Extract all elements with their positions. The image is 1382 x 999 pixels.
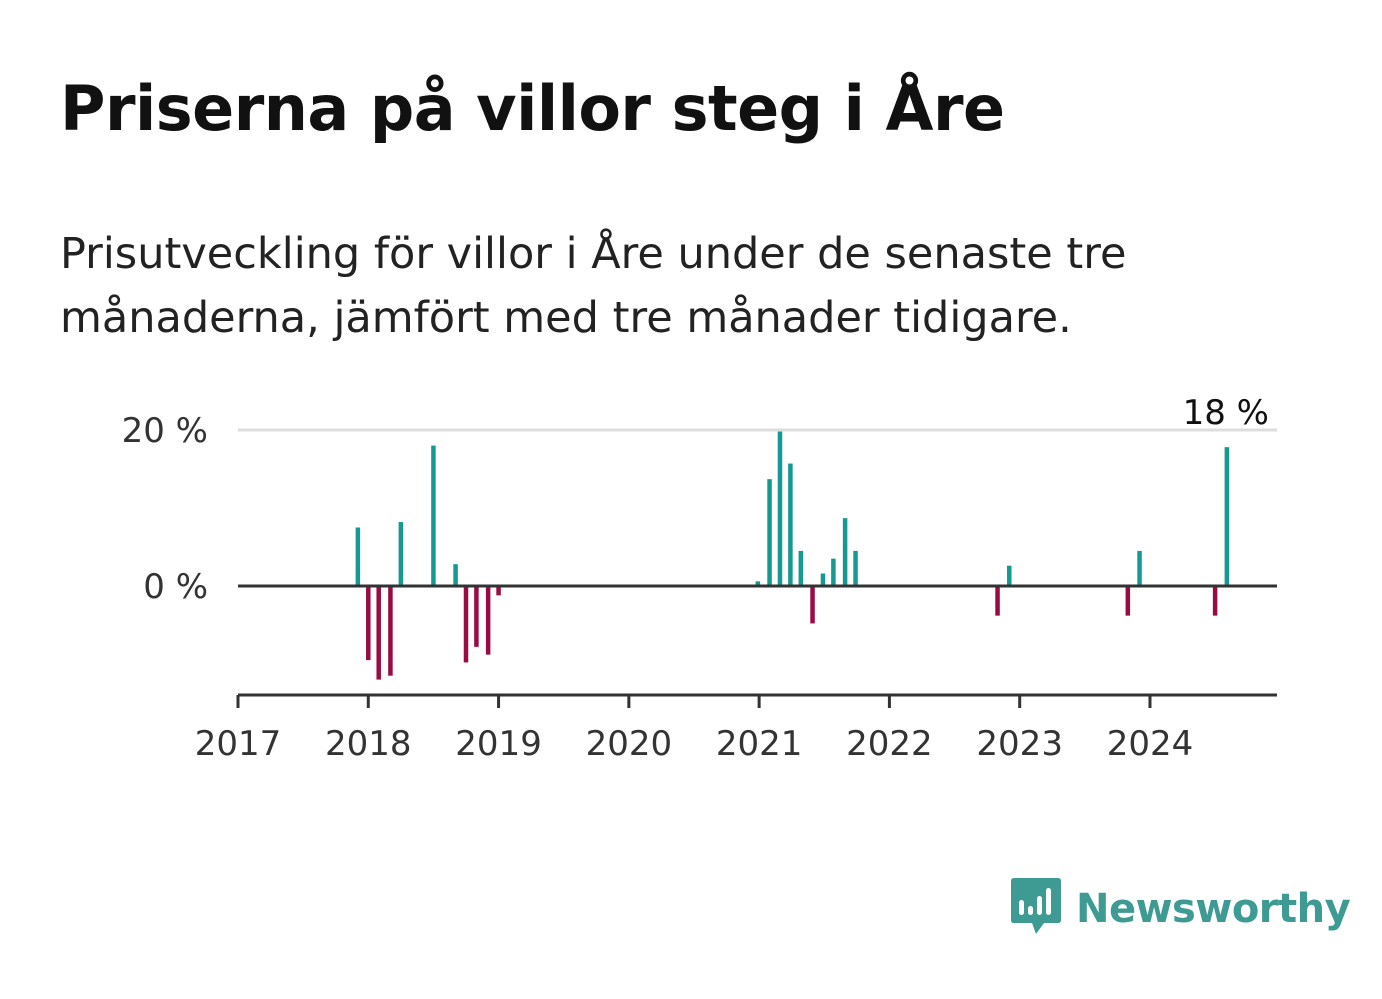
bar [820,573,826,586]
y-tick-label: 20 % [122,411,208,451]
bar [777,431,783,586]
bar [1224,447,1230,586]
bar [496,586,501,596]
bar [798,550,804,586]
x-tick-label: 2019 [455,724,542,764]
chart-subtitle: Prisutveckling för villor i Åre under de… [60,229,1127,343]
bar [1137,550,1142,586]
latest-value-label: 18 % [1183,393,1269,433]
bar [767,479,772,586]
newsworthy-logo-icon [1010,876,1062,942]
x-tick-label: 2018 [325,724,412,764]
bar [398,522,404,586]
bar [431,445,436,586]
x-tick-label: 2021 [716,724,803,764]
chart-title: Priserna på villor steg i Åre [60,72,1005,145]
bar [853,550,858,586]
x-tick-label: 2017 [195,724,282,764]
bar [1212,586,1218,616]
bar [474,586,479,647]
bar [376,586,381,680]
bar [1007,565,1012,586]
bar [463,586,469,663]
y-tick-label: 0 % [143,567,208,607]
x-tick-label: 2022 [846,724,933,764]
bar [366,586,371,661]
x-tick-label: 2024 [1107,724,1194,764]
bar [842,518,848,586]
bar [810,586,815,624]
bar [453,564,458,586]
bar [755,581,761,586]
x-tick-label: 2023 [976,724,1063,764]
bar [831,558,836,586]
bar [485,586,491,655]
newsworthy-brand[interactable]: Newsworthy [1010,876,1351,942]
bar [355,527,361,586]
bar [788,463,793,586]
bar [995,586,1000,616]
brand-name: Newsworthy [1076,886,1351,932]
bar [388,586,393,676]
bar [1125,586,1131,616]
x-tick-label: 2020 [586,724,673,764]
